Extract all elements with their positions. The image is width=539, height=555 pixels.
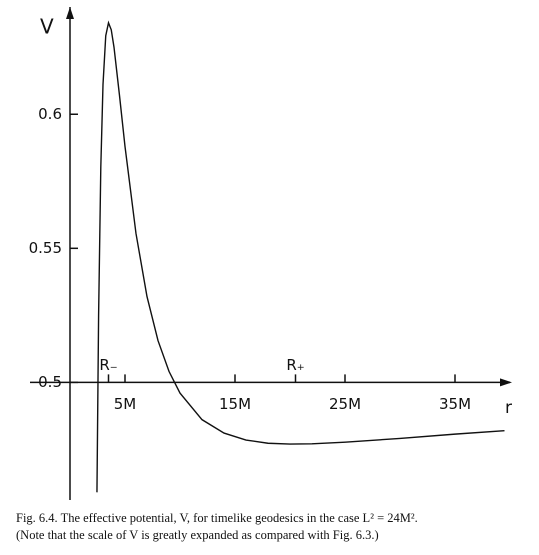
caption: Fig. 6.4. The effective potential, V, fo… (16, 511, 418, 525)
y-axis-label: V (40, 15, 54, 39)
x-tick-label: 15M (219, 395, 251, 413)
x-arrow (500, 378, 512, 387)
y-tick-label: 0.5 (38, 373, 62, 391)
annotation: R₊ (286, 356, 304, 374)
x-tick-label: 25M (329, 395, 361, 413)
x-axis-label: r (505, 398, 512, 418)
y-arrow (66, 7, 74, 19)
x-tick-label: 5M (114, 395, 137, 413)
x-tick-label: 35M (439, 395, 471, 413)
annotation: R₋ (99, 356, 117, 374)
y-tick-label: 0.55 (29, 239, 62, 257)
caption: (Note that the scale of V is greatly exp… (16, 528, 379, 542)
y-tick-label: 0.6 (38, 105, 62, 123)
curve (96, 20, 505, 493)
